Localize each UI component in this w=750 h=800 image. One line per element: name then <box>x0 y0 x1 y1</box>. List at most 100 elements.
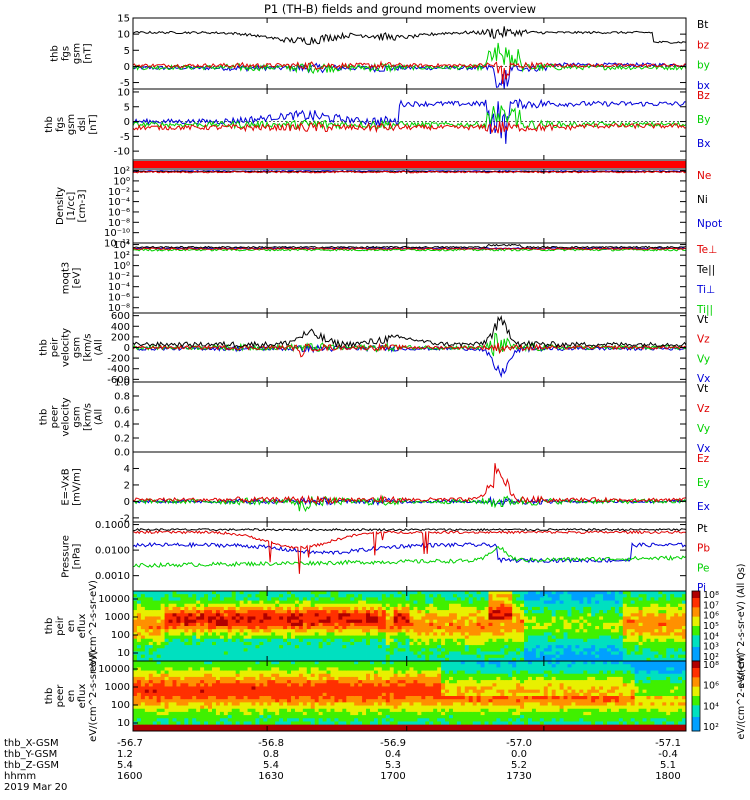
spectrogram <box>133 661 687 732</box>
legend-entry: Vx <box>697 373 710 385</box>
y-tick-label: 1000 <box>105 682 130 693</box>
legend-entry: Ex <box>697 501 710 513</box>
colorbar-tick-label: 10² <box>703 652 719 663</box>
y-tick-label: 2 <box>124 480 130 491</box>
y-tick-label: -2 <box>120 513 130 524</box>
colorbar-tick-label: 10³ <box>703 642 719 653</box>
y-tick-label: -10 <box>114 147 130 158</box>
footer-value: -57.0 <box>506 738 532 749</box>
y-tick-label: 10² <box>113 166 130 177</box>
legend-entry: Te⊥ <box>696 244 717 256</box>
y-tick-label: 10 <box>117 648 130 659</box>
footer-value: 1.2 <box>117 749 133 760</box>
legend-entry: Vt <box>697 314 708 326</box>
y-tick-label: 600 <box>111 311 130 322</box>
y-tick-label: 400 <box>111 322 130 333</box>
y-axis-label: thbpeirvelocitygsm[km/s(All <box>39 328 105 367</box>
legend-entry: Pb <box>697 543 710 555</box>
legend-entry: Bt <box>697 19 708 31</box>
flag-bar <box>133 161 686 168</box>
y-tick-label: 10⁰ <box>113 176 130 187</box>
panel-frame <box>132 660 687 732</box>
series-line-Vz <box>132 342 687 358</box>
series-line-Te|| <box>132 243 687 249</box>
legend-entry: Vy <box>697 353 710 365</box>
colorbar-tick-label: 10⁴ <box>703 701 719 712</box>
y-axis-label: Pressure[nPa] <box>61 535 83 578</box>
y-tick-label: 10 <box>117 87 130 98</box>
y-tick-label: 10 <box>117 718 130 729</box>
y-tick-label: 15 <box>117 14 130 25</box>
legend-entry: Pi <box>697 582 706 594</box>
panel-0: thbfgsgsm[nT] 15 10 5 0 -5 Bt bz by bx <box>50 14 710 93</box>
y-tick-label: 0.0 <box>114 448 130 459</box>
y-tick-label: 100 <box>111 700 130 711</box>
legend-entry: Ez <box>697 453 710 465</box>
y-tick-label: 10 <box>117 30 130 41</box>
y-tick-label: -400 <box>107 364 130 375</box>
y-tick-label: 10⁻⁶ <box>108 207 130 218</box>
colorbar-tick-label: 10⁶ <box>703 681 719 692</box>
y-tick-label: 10² <box>113 251 130 262</box>
series-line-Bt <box>132 26 687 45</box>
y-tick-label: 0.4 <box>114 420 130 431</box>
legend-entry: bz <box>697 39 710 51</box>
colorbar-tick-label: 10⁷ <box>703 600 719 611</box>
legend-entry: Bz <box>697 90 710 102</box>
y-tick-label: 0.1000 <box>95 520 130 531</box>
y-axis-label: Density[1/cc][cm-3] <box>55 187 88 225</box>
colorbar-tick-label: 10⁸ <box>703 590 719 601</box>
legend-entry: Pe <box>697 562 709 574</box>
footer-value: -57.1 <box>655 738 681 749</box>
footer-row-label: thb_Z-GSM <box>4 760 59 771</box>
colorbar-tick-label: 10⁶ <box>703 611 719 622</box>
series-line-bz <box>132 60 687 85</box>
footer-value: 1630 <box>258 771 283 782</box>
legend-entry: Ti|| <box>696 304 713 316</box>
legend-entry: Vy <box>697 423 710 435</box>
panel-7: E=-VxB[mV/m] 4 2 0 -2 Ez Ey Ex <box>61 451 710 524</box>
y-tick-label: 10⁴ <box>113 240 130 251</box>
y-tick-label: -5 <box>120 132 130 143</box>
y-tick-label: 10⁻⁸ <box>108 303 130 314</box>
y-tick-label: 10⁻⁶ <box>108 293 130 304</box>
legend-entry: Ne <box>697 170 711 182</box>
series-line-Pt <box>133 527 687 532</box>
spectrogram <box>133 591 687 662</box>
footer-value: 0.0 <box>511 749 527 760</box>
panel-5: thbpeirvelocitygsm[km/s(All 6004002000-20… <box>39 311 711 386</box>
panel-8: Pressure[nPa] 0.1000 0.0100 0.0010 Pt Pb Pe Pi <box>61 520 711 594</box>
panels: thbfgsgsm[nT] 15 10 5 0 -5 Bt bz by bx thbfgsgsmds… <box>39 14 748 742</box>
legend-entry: Vx <box>697 443 710 455</box>
colorbar: 10⁸ 10⁶ 10⁴ 10² eV/(cm^2-s-sr-eV) <box>691 652 747 740</box>
series-line-Bz <box>132 120 687 134</box>
footer-value: 5.1 <box>660 760 676 771</box>
panel-10: thbpeerenefluxeV/(cm^2-s-sr-eV) 10000 1000… <box>44 650 747 742</box>
footer-value: -56.9 <box>380 738 406 749</box>
colorbar-tick-label: 10⁵ <box>703 621 719 632</box>
series-line-Ne <box>132 170 687 174</box>
legend-entry: Bx <box>697 138 710 150</box>
footer-value: 5.2 <box>511 760 527 771</box>
y-tick-label: 0.0100 <box>95 546 130 557</box>
footer-value: 5.3 <box>385 760 401 771</box>
y-axis-label: E=-VxB[mV/m] <box>61 468 83 506</box>
legend-entry: Ti⊥ <box>696 284 715 296</box>
y-axis-label: thbpeervelocitygsm[km/s(All <box>39 397 105 436</box>
footer-value: 1800 <box>655 771 680 782</box>
y-tick-label: 10⁻⁴ <box>108 282 130 293</box>
y-tick-label: 1.0 <box>114 378 130 389</box>
colorbar-label: eV/(cm^2-s-sr-eV) <box>736 652 747 739</box>
y-axis-label: thbfgsgsmdsl[nT] <box>44 114 99 135</box>
panel-9: thbpeirenefluxeV/(cm^2-s-sr-eV) 100001000… <box>44 564 747 689</box>
y-tick-label: 0.2 <box>114 434 130 445</box>
footer-value: -56.7 <box>117 738 143 749</box>
y-tick-label: 10⁻² <box>108 187 130 198</box>
footer-value: 1730 <box>506 771 531 782</box>
footer-value: 5.4 <box>263 760 279 771</box>
series-line-Npot <box>133 170 687 173</box>
y-tick-label: 10⁻¹² <box>104 239 130 250</box>
legend-entry: Te|| <box>696 264 715 276</box>
